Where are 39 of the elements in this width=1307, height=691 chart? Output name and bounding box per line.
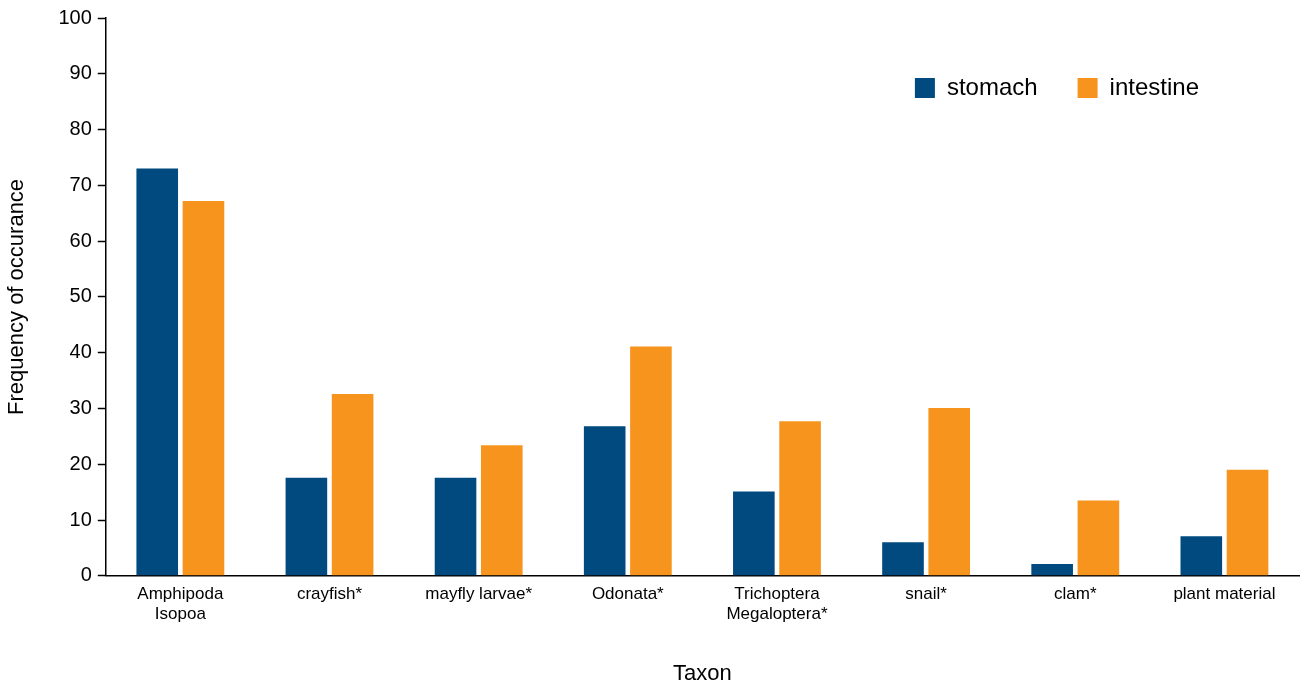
y-tick-label: 100 (58, 5, 92, 28)
y-tick-label: 60 (69, 228, 92, 251)
y-tick-label: 10 (69, 507, 92, 530)
x-tick-label: Amphipoda Isopoa (137, 583, 224, 624)
x-tick-label: clam* (1054, 583, 1097, 603)
x-tick-label: mayfly larvae* (425, 583, 533, 603)
bar (882, 542, 924, 576)
y-tick-label: 0 (80, 563, 92, 586)
bar (182, 200, 225, 576)
bar (583, 426, 626, 576)
y-tick-label: 80 (69, 117, 92, 140)
x-tick-label: snail* (905, 583, 948, 603)
bar (733, 491, 775, 576)
bar (285, 477, 328, 576)
bar (779, 421, 821, 576)
bar (1226, 469, 1269, 576)
bar (480, 445, 523, 576)
legend-label: stomach (946, 72, 1038, 100)
bar (331, 393, 374, 576)
bar (434, 477, 477, 576)
bar (928, 407, 971, 576)
bar (1031, 564, 1073, 576)
bar (1180, 536, 1223, 576)
y-tick-label: 40 (69, 340, 92, 363)
bar (1077, 500, 1120, 576)
y-tick-label: 50 (69, 284, 92, 307)
x-axis-title: Taxon (673, 659, 732, 685)
x-tick-label: plant material (1173, 583, 1276, 603)
y-tick-label: 20 (69, 451, 92, 474)
y-tick-label: 90 (69, 61, 92, 84)
y-tick-label: 30 (69, 395, 92, 418)
y-tick-label: 70 (69, 172, 92, 195)
legend-label: intestine (1109, 72, 1199, 100)
x-tick-label: Odonata* (591, 583, 665, 603)
bar (630, 346, 672, 576)
x-tick-label: crayfish* (296, 583, 363, 603)
x-tick-label: Trichoptera Megaloptera* (726, 583, 828, 624)
bar (136, 168, 179, 576)
y-axis-title: Frequency of occurance (3, 178, 29, 415)
